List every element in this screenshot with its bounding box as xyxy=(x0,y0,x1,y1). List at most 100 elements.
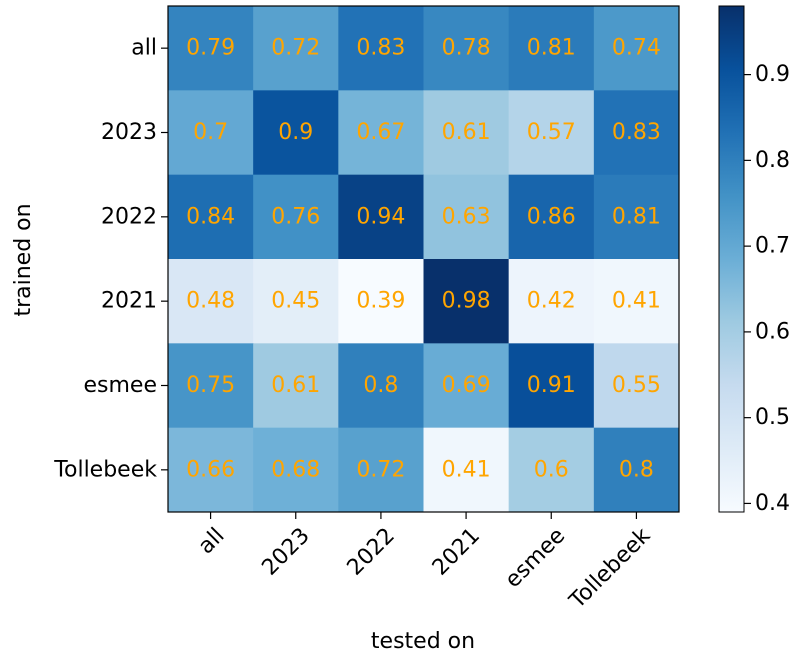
heatmap-cell xyxy=(508,343,595,429)
cell-value-label: 0.48 xyxy=(186,289,235,314)
cell-value-label: 0.72 xyxy=(356,457,405,482)
cell-value-label: 0.98 xyxy=(442,289,491,314)
heatmap-cell xyxy=(338,343,424,429)
cell-value-label: 0.67 xyxy=(356,120,405,145)
heatmap-cell xyxy=(508,90,595,176)
heatmap-cell xyxy=(338,174,424,260)
heatmap-cell xyxy=(253,6,339,91)
cell-value-label: 0.83 xyxy=(356,36,405,61)
cell-value-label: 0.66 xyxy=(186,457,235,482)
cell-value-label: 0.76 xyxy=(271,204,320,229)
cell-value-label: 0.55 xyxy=(612,373,661,398)
heatmap-cell xyxy=(508,174,595,260)
cell-value-label: 0.9 xyxy=(278,120,313,145)
cell-value-label: 0.61 xyxy=(271,373,320,398)
heatmap-cell xyxy=(423,343,510,429)
cell-value-label: 0.69 xyxy=(442,373,491,398)
heatmap-cell xyxy=(168,343,254,429)
y-axis-label: trained on xyxy=(11,203,36,316)
heatmap-cell xyxy=(423,90,510,176)
heatmap-cell xyxy=(593,343,680,429)
heatmap-cell xyxy=(423,427,510,513)
cell-value-label: 0.8 xyxy=(619,457,654,482)
cell-value-label: 0.84 xyxy=(186,204,235,229)
heatmap-cell xyxy=(593,6,680,91)
cell-value-label: 0.41 xyxy=(612,289,661,314)
cell-value-label: 0.6 xyxy=(534,457,569,482)
heatmap-cell xyxy=(253,259,339,344)
heatmap-cell xyxy=(593,174,680,260)
cell-value-label: 0.72 xyxy=(271,36,320,61)
cell-value-label: 0.81 xyxy=(527,36,576,61)
heatmap-cell xyxy=(168,6,254,91)
cell-value-label: 0.86 xyxy=(527,204,576,229)
cell-value-label: 0.75 xyxy=(186,373,235,398)
heatmap-cell xyxy=(168,90,254,176)
heatmap-cell xyxy=(253,427,339,513)
y-tick-label: 2023 xyxy=(101,120,157,145)
heatmap-cell xyxy=(508,427,595,513)
heatmap-cell xyxy=(423,174,510,260)
heatmap-cell xyxy=(253,174,339,260)
heatmap-cell xyxy=(338,427,424,513)
x-tick-label: esmee xyxy=(501,523,571,593)
cell-value-label: 0.8 xyxy=(363,373,398,398)
y-tick-label: 2022 xyxy=(101,204,157,229)
y-tick-label: esmee xyxy=(84,373,158,398)
colorbar-tick-label: 0.5 xyxy=(755,405,790,430)
heatmap-cell xyxy=(423,6,510,91)
cell-value-label: 0.94 xyxy=(356,204,405,229)
cell-value-label: 0.61 xyxy=(442,120,491,145)
heatmap-cell-labels: 0.79 0.72 0.83 0.78 0.81 0.74 0.7 0.9 0.67 0.61 0.… xyxy=(186,36,661,483)
colorbar-tick-label: 0.7 xyxy=(755,234,790,259)
heatmap-cell xyxy=(508,6,595,91)
cell-value-label: 0.39 xyxy=(356,289,405,314)
cell-value-label: 0.63 xyxy=(442,204,491,229)
cell-value-label: 0.45 xyxy=(271,289,320,314)
cell-value-label: 0.91 xyxy=(527,373,576,398)
cell-value-label: 0.81 xyxy=(612,204,661,229)
cell-value-label: 0.74 xyxy=(612,36,661,61)
colorbar-tick-label: 0.9 xyxy=(755,62,790,87)
x-tick-label: 2022 xyxy=(343,523,400,580)
heatmap-cell xyxy=(338,259,424,344)
cell-value-label: 0.68 xyxy=(271,457,320,482)
colorbar-ticks: 0.4 0.5 0.6 0.7 0.8 0.9 xyxy=(744,62,790,516)
y-tick-label: Tollebeek xyxy=(53,457,157,482)
heatmap-cell xyxy=(253,343,339,429)
plot-frame xyxy=(167,5,680,513)
colorbar-tick-label: 0.6 xyxy=(755,319,790,344)
heatmap-cells xyxy=(168,6,680,513)
colorbar-tick-label: 0.8 xyxy=(755,148,790,173)
y-tick-label: 2021 xyxy=(101,289,157,314)
cell-value-label: 0.79 xyxy=(186,36,235,61)
heatmap-cell xyxy=(168,427,254,513)
heatmap-cell xyxy=(168,259,254,344)
colorbar-tick-label: 0.4 xyxy=(755,491,790,516)
cell-value-label: 0.41 xyxy=(442,457,491,482)
cell-value-label: 0.78 xyxy=(442,36,491,61)
heatmap-cell xyxy=(338,90,424,176)
heatmap-cell xyxy=(508,259,595,344)
x-tick-label: all xyxy=(194,523,230,559)
colorbar xyxy=(718,5,745,513)
heatmap-cell xyxy=(253,90,339,176)
x-tick-label: 2023 xyxy=(257,523,314,580)
x-axis-label: tested on xyxy=(371,629,475,654)
x-tick-label: 2021 xyxy=(428,523,485,580)
cell-value-label: 0.83 xyxy=(612,120,661,145)
heatmap-cell xyxy=(593,427,680,513)
heatmap-cell xyxy=(593,90,680,176)
heatmap-cell xyxy=(338,6,424,91)
x-tick-label: Tollebeek xyxy=(564,523,655,614)
heatmap-cell xyxy=(423,259,510,344)
cell-value-label: 0.7 xyxy=(193,120,228,145)
heatmap-cell xyxy=(593,259,680,344)
cell-value-label: 0.42 xyxy=(527,289,576,314)
heatmap-cell xyxy=(168,174,254,260)
y-tick-label: all xyxy=(131,36,157,61)
y-axis-ticks: all 2023 2022 2021 esmee Tollebeek xyxy=(53,36,168,482)
cell-value-label: 0.57 xyxy=(527,120,576,145)
